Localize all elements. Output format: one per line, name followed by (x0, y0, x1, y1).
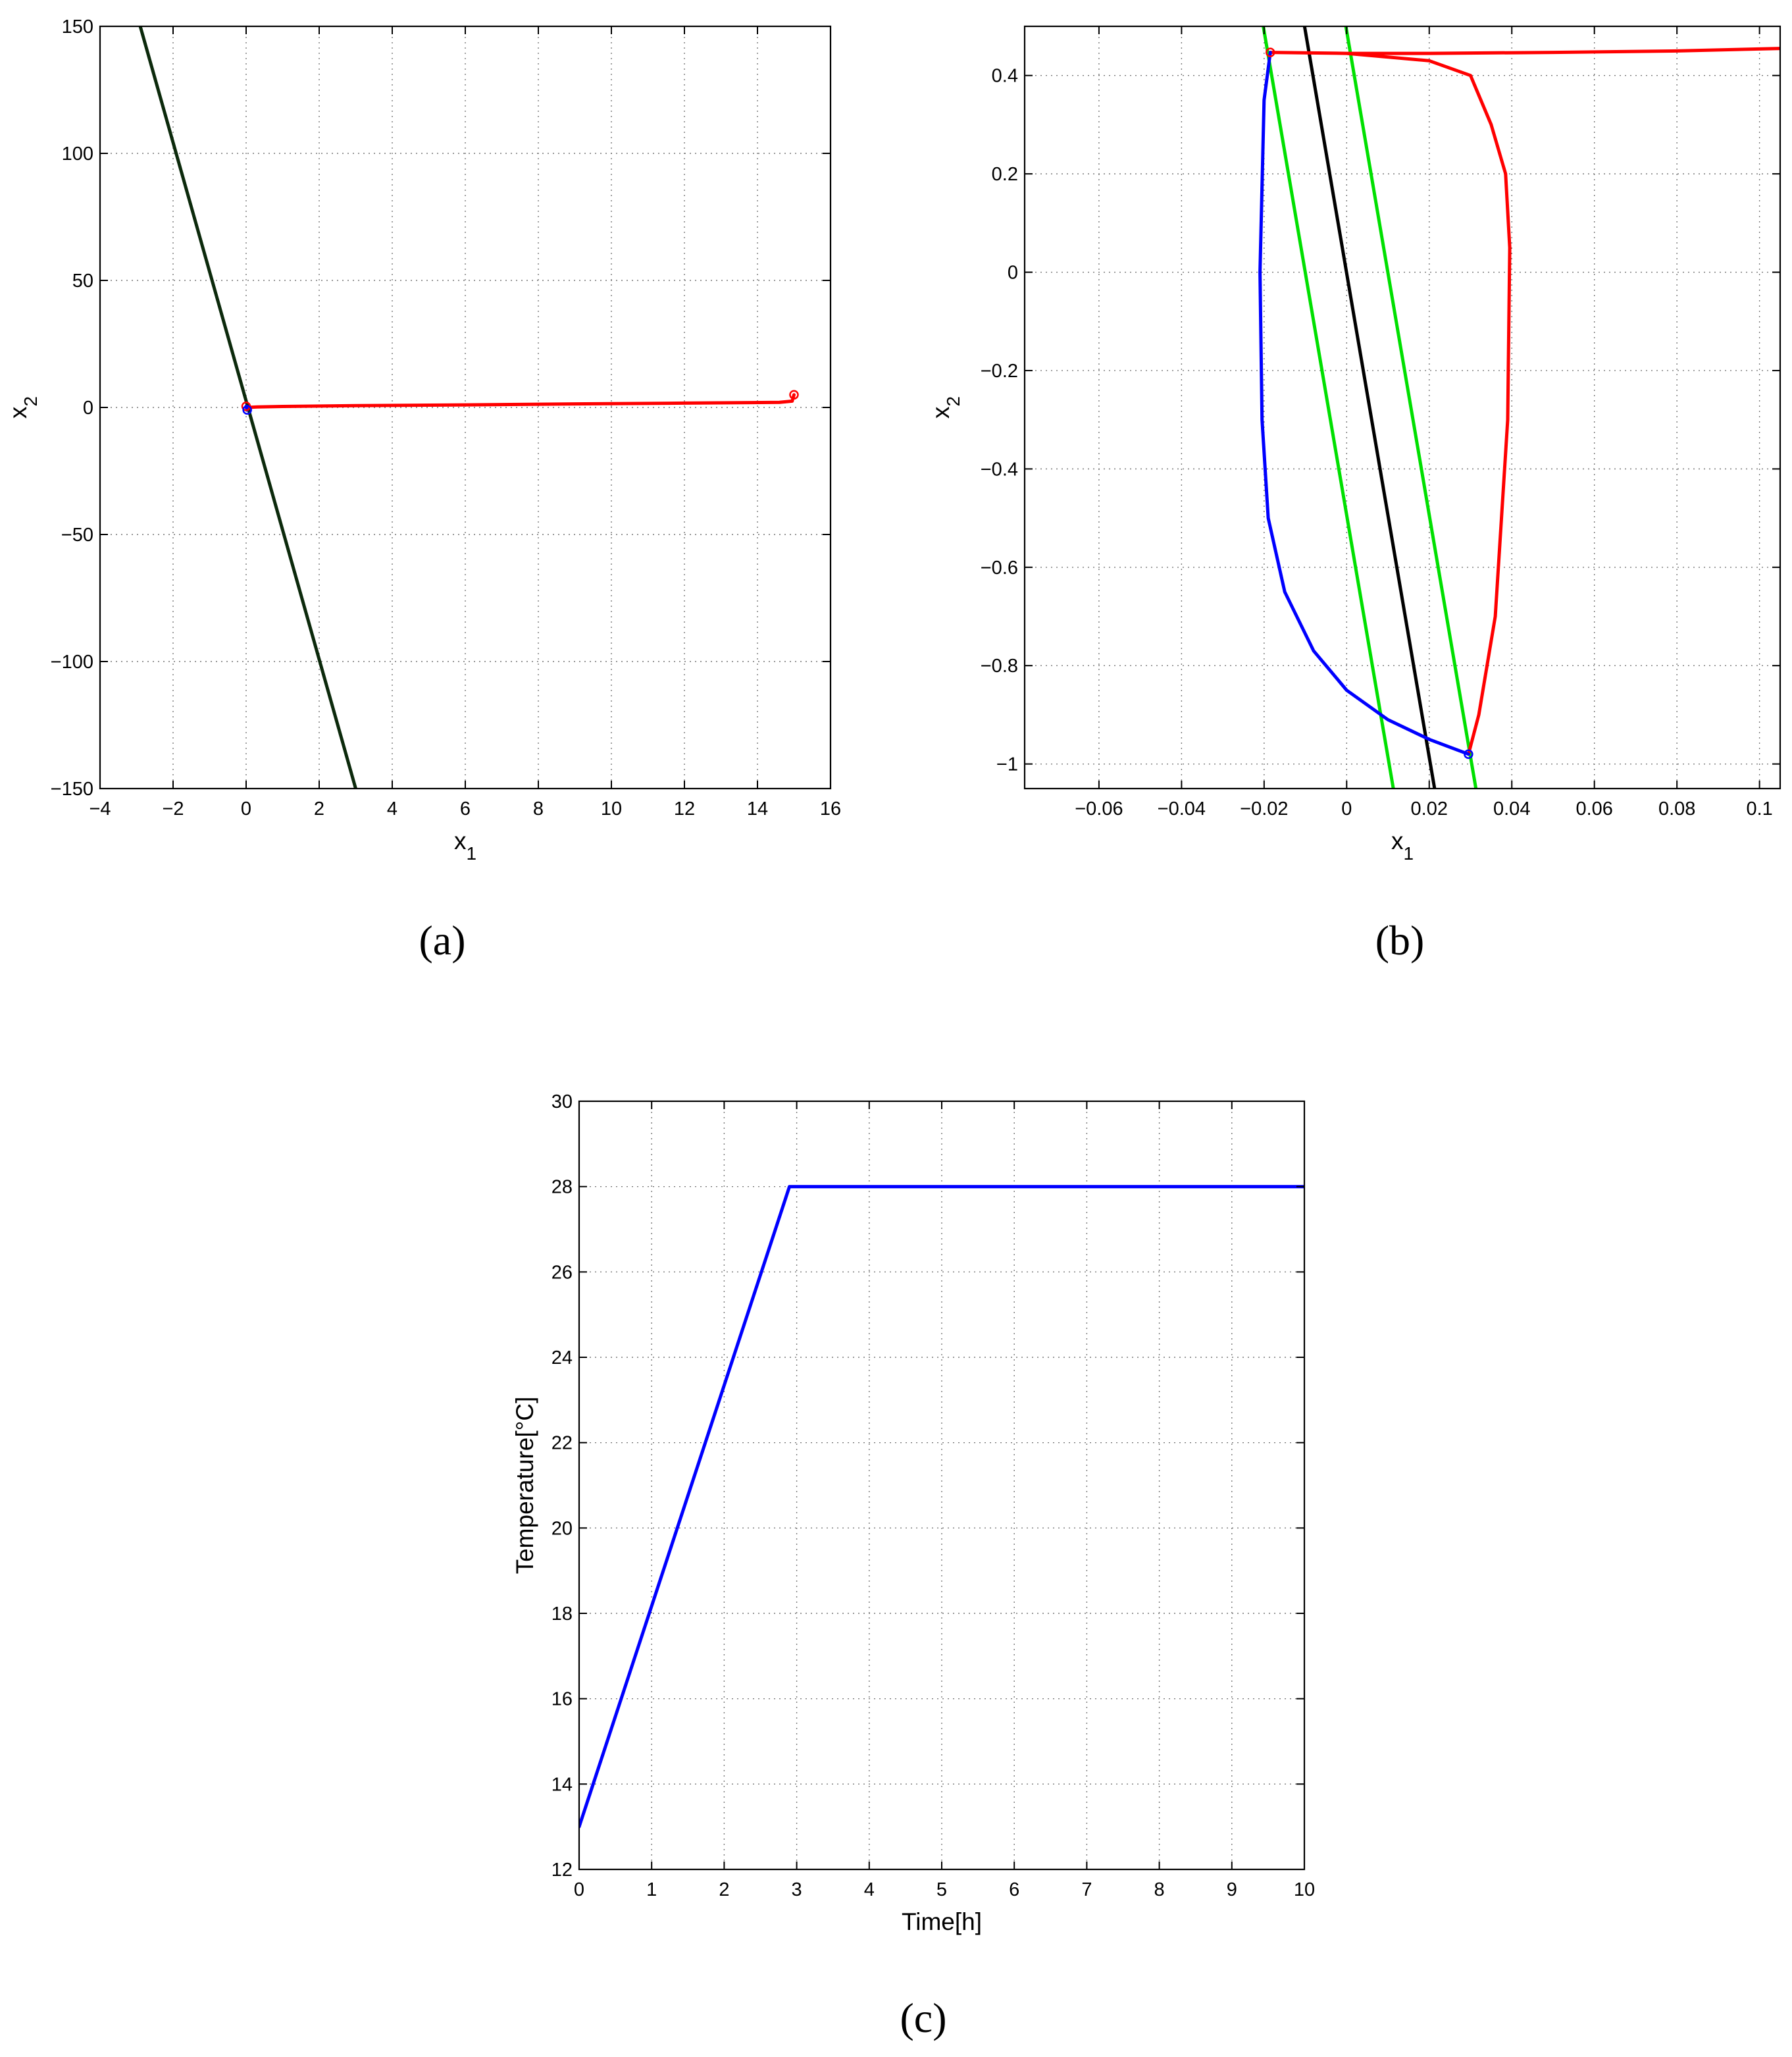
panel-a: −4 −2 0 2 4 6 8 10 12 14 16−150−100−50050100150x1x… (5, 16, 841, 864)
x-tick-label: 7 (1081, 1879, 1092, 1900)
y-tick-label: −0.2 (981, 361, 1018, 382)
point-marker-2 (242, 405, 252, 415)
x-axis-label-subscript: 1 (466, 843, 476, 864)
y-tick-label: −100 (51, 652, 93, 673)
x-tick-label: −0.04 (1158, 798, 1206, 820)
series-line-1 (244, 393, 796, 409)
y-tick-label: 20 (551, 1518, 573, 1539)
y-axis-label-subscript: 2 (943, 396, 963, 407)
y-tick-label: 22 (551, 1433, 573, 1454)
x-tick-label: 10 (1294, 1879, 1315, 1900)
x-tick-label: 0 (574, 1879, 584, 1900)
y-tick-label: 0 (1008, 263, 1018, 284)
series-group (138, 26, 799, 789)
panel-b: −0.06 −0.04 −0.02 0 0.02 0.04 0.06 0.08 0.1 −1 −0.… (927, 25, 1781, 864)
y-tick-label: 0.2 (992, 164, 1018, 185)
y-tick-label: 16 (551, 1689, 573, 1710)
x-tick-label: 9 (1227, 1879, 1237, 1900)
point-marker-1 (1464, 749, 1473, 759)
y-tick-label: 150 (62, 16, 93, 38)
x-tick-label: −4 (89, 798, 111, 820)
y-tick-label: −0.4 (981, 459, 1018, 480)
y-tick-label: 14 (551, 1774, 573, 1795)
series-line-1 (1262, 26, 1395, 789)
x-tick-label: 4 (387, 798, 397, 820)
y-tick-label: 24 (551, 1347, 573, 1368)
y-axis-label-main: x (5, 406, 32, 419)
x-tick-label: 0.1 (1746, 798, 1772, 820)
x-tick-label: 14 (747, 798, 768, 820)
x-axis-label-subscript: 1 (1403, 843, 1414, 864)
x-axis-label: Time[h] (902, 1908, 982, 1935)
x-tick-label: 0 (1341, 798, 1352, 820)
y-tick-label: 100 (62, 143, 93, 165)
y-tick-label: 26 (551, 1262, 573, 1283)
x-tick-label: 6 (460, 798, 471, 820)
x-tick-label: 4 (864, 1879, 875, 1900)
series-line-2 (1344, 26, 1478, 789)
y-tick-label: −50 (61, 525, 93, 546)
x-tick-label: 12 (674, 798, 695, 820)
y-tick-label: −1 (996, 754, 1018, 775)
x-tick-label: 16 (820, 798, 841, 820)
y-tick-label: 12 (551, 1860, 573, 1881)
y-tick-label: −0.6 (981, 558, 1018, 579)
series-line-4 (1258, 51, 1470, 756)
series-line-0 (579, 1185, 1304, 1829)
x-tick-label: 0.02 (1411, 798, 1448, 820)
y-axis-label-main: Temperature[°C] (511, 1397, 538, 1575)
x-tick-label: 2 (314, 798, 324, 820)
x-tick-label: 2 (719, 1879, 729, 1900)
y-tick-label: 0.4 (992, 66, 1018, 87)
x-axis-label-main: x (1391, 827, 1404, 854)
caption-a: (a) (419, 917, 465, 964)
point-marker-0 (1266, 47, 1275, 57)
x-tick-label: −2 (162, 798, 184, 820)
caption-c: (c) (900, 1994, 946, 2041)
x-tick-label: −0.06 (1075, 798, 1123, 820)
x-axis-label-main: x (454, 827, 467, 854)
x-tick-label: 10 (601, 798, 622, 820)
y-tick-label: 50 (72, 271, 93, 292)
y-axis-label-main: x (927, 406, 954, 419)
x-tick-label: 0.08 (1658, 798, 1695, 820)
x-tick-label: 6 (1009, 1879, 1019, 1900)
series-line-3 (1268, 47, 1780, 756)
point-marker-0 (789, 390, 799, 400)
series-line-0 (1302, 26, 1437, 789)
y-axis-label: x2 (5, 396, 41, 419)
x-tick-label: −0.02 (1240, 798, 1288, 820)
x-axis-label-main: Time[h] (902, 1908, 982, 1935)
x-tick-label: 8 (1154, 1879, 1165, 1900)
y-tick-label: 30 (551, 1091, 573, 1112)
plot-frame (1023, 25, 1781, 790)
panel-c: 0 1 2 3 4 5 6 7 8 9 1012141618202224262830Time[h]T… (511, 1091, 1315, 1935)
x-tick-label: 3 (792, 1879, 802, 1900)
y-tick-label: 0 (83, 398, 93, 419)
y-axis-label-subscript: 2 (20, 396, 41, 407)
series-group (1258, 26, 1780, 789)
x-tick-label: 0 (241, 798, 251, 820)
y-axis-label: Temperature[°C] (511, 1397, 538, 1575)
y-axis-label: x2 (927, 396, 963, 419)
x-axis-label: x1 (1391, 827, 1414, 864)
x-axis-label: x1 (454, 827, 476, 864)
x-tick-label: 0.04 (1493, 798, 1530, 820)
series-group (579, 1185, 1304, 1829)
x-tick-label: 0.06 (1575, 798, 1612, 820)
x-tick-label: 5 (936, 1879, 947, 1900)
caption-b: (b) (1375, 917, 1425, 964)
y-tick-label: 28 (551, 1177, 573, 1198)
x-tick-label: 8 (533, 798, 544, 820)
x-tick-label: 1 (646, 1879, 657, 1900)
y-tick-label: −0.8 (981, 656, 1018, 677)
y-tick-label: 18 (551, 1603, 573, 1625)
y-tick-label: −150 (51, 779, 93, 800)
